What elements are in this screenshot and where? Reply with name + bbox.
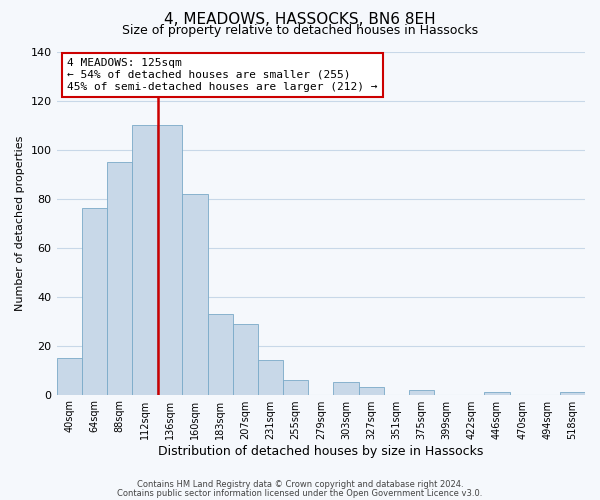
Bar [56, 358, 82, 395]
Text: 4, MEADOWS, HASSOCKS, BN6 8EH: 4, MEADOWS, HASSOCKS, BN6 8EH [164, 12, 436, 28]
Bar [107, 162, 132, 394]
Bar [359, 387, 383, 394]
Bar [208, 314, 233, 394]
Bar [334, 382, 359, 394]
X-axis label: Distribution of detached houses by size in Hassocks: Distribution of detached houses by size … [158, 444, 484, 458]
Text: Contains HM Land Registry data © Crown copyright and database right 2024.: Contains HM Land Registry data © Crown c… [137, 480, 463, 489]
Text: 4 MEADOWS: 125sqm
← 54% of detached houses are smaller (255)
45% of semi-detache: 4 MEADOWS: 125sqm ← 54% of detached hous… [67, 58, 377, 92]
Bar [233, 324, 258, 394]
Bar [283, 380, 308, 394]
Text: Contains public sector information licensed under the Open Government Licence v3: Contains public sector information licen… [118, 488, 482, 498]
Bar [157, 125, 182, 394]
Bar [484, 392, 509, 394]
Bar [82, 208, 107, 394]
Text: Size of property relative to detached houses in Hassocks: Size of property relative to detached ho… [122, 24, 478, 37]
Bar [182, 194, 208, 394]
Bar [258, 360, 283, 394]
Bar [132, 125, 157, 394]
Y-axis label: Number of detached properties: Number of detached properties [15, 136, 25, 310]
Bar [409, 390, 434, 394]
Bar [560, 392, 585, 394]
